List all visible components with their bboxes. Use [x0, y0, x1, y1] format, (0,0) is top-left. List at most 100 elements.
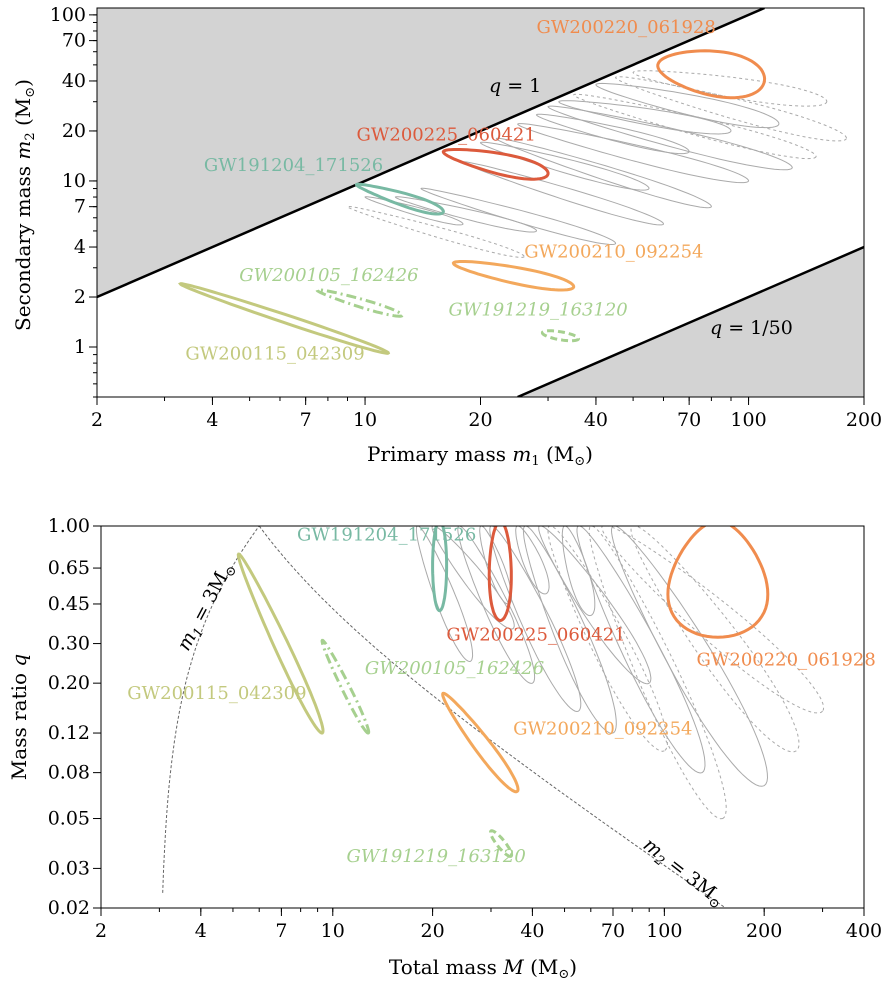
q-equals-1-50-label: q = 1/50	[710, 317, 793, 339]
y-tick-label: 0.65	[48, 557, 90, 579]
bottom-plot-area	[162, 526, 825, 908]
other-event-contour	[517, 123, 750, 184]
other-event-contour	[588, 526, 727, 820]
other-event-contour	[561, 526, 596, 617]
contour-gw200115_042309	[178, 282, 391, 355]
x-tick-label: 40	[520, 920, 544, 942]
contour-gw200225_060421	[441, 148, 550, 181]
contour-gw200115_042309	[236, 552, 325, 735]
bottom-x-axis-label: Total mass M (M⊙)	[389, 955, 577, 982]
y-tick-label: 7	[74, 196, 86, 218]
q-equals-1-line	[97, 8, 765, 299]
y-tick-label: 100	[50, 4, 86, 26]
contour-gw200225_060421	[487, 526, 513, 623]
x-tick-label: 200	[746, 920, 782, 942]
top-event-labels: GW200220_061928 GW200225_060421 GW191204_1…	[185, 17, 715, 365]
x-tick-label: 400	[846, 920, 882, 942]
y-tick-label: 20	[62, 120, 86, 142]
x-tick-label: 10	[321, 920, 345, 942]
other-event-contour	[595, 82, 780, 129]
label-gw191219_163120: GW191219_163120	[346, 846, 525, 867]
y-tick-label: 0.05	[48, 808, 90, 830]
x-tick-label: 200	[846, 409, 882, 431]
top-panel: 2 4 7 10 20 40 70 100 200 1 2 4 7 10 20 40 70 100 GW20022…	[11, 4, 882, 469]
label-gw200225_060421: GW200225_060421	[446, 624, 625, 645]
other-event-contour	[495, 137, 712, 209]
other-event-contour	[538, 526, 652, 685]
y-tick-label: 0.12	[48, 722, 90, 744]
y-tick-label: 10	[62, 170, 86, 192]
label-gw200210_092254: GW200210_092254	[513, 719, 692, 740]
y-tick-label: 70	[62, 30, 86, 52]
other-event-contour	[457, 526, 536, 684]
y-tick-label: 0.45	[48, 593, 90, 615]
other-event-contour	[479, 526, 512, 605]
other-event-contour	[431, 526, 515, 630]
top-ticks: 2 4 7 10 20 40 70 100 200 1 2 4 7 10 20 40 70 100	[50, 4, 882, 431]
contour-gw200210_092254	[441, 691, 520, 794]
contour-gw200220_061928	[656, 49, 767, 100]
label-gw200225_060421: GW200225_060421	[357, 125, 536, 146]
label-gw191219_163120: GW191219_163120	[448, 299, 627, 320]
y-tick-label: 40	[62, 70, 86, 92]
y-tick-label: 0.20	[48, 672, 90, 694]
y-tick-label: 0.08	[48, 762, 90, 784]
other-event-contour	[394, 196, 538, 233]
other-event-contour	[632, 70, 828, 107]
contour-gw191204_171526	[354, 182, 445, 216]
q-equals-1-50-line	[517, 245, 864, 397]
label-gw191204_171526: GW191204_171526	[204, 155, 383, 176]
top-y-axis-label: Secondary mass m2 (M⊙)	[11, 79, 38, 331]
x-tick-label: 10	[353, 409, 377, 431]
bottom-panel: 2 4 7 10 20 40 70 100 200 400 0.02 0.03 0.05 0.08 0.12…	[7, 515, 882, 982]
label-gw191204_171526: GW191204_171526	[297, 525, 476, 546]
x-tick-label: 2	[91, 409, 103, 431]
x-tick-label: 70	[601, 920, 625, 942]
other-event-contour	[630, 526, 800, 753]
m1-equals-3msun-label: m1 = 3M⊙	[173, 559, 241, 656]
other-event-contour	[573, 93, 817, 160]
other-event-contour	[547, 526, 668, 752]
other-event-contour	[576, 526, 706, 774]
label-gw200220_061928: GW200220_061928	[696, 649, 875, 670]
m2-equals-3msun-label: m2 = 3M⊙	[637, 834, 729, 913]
other-event-contour	[610, 526, 769, 787]
y-tick-label: 1.00	[48, 515, 90, 537]
y-tick-label: 0.30	[48, 633, 90, 655]
other-event-contour	[515, 526, 550, 595]
other-event-contour	[479, 141, 650, 191]
other-event-contour	[615, 76, 848, 142]
other-event-contour	[415, 526, 474, 663]
x-tick-label: 4	[195, 920, 207, 942]
x-tick-label: 100	[730, 409, 766, 431]
label-gw200105_162426: GW200105_162426	[365, 658, 544, 679]
x-tick-label: 7	[275, 920, 287, 942]
contour-gw191219_163120	[540, 329, 580, 343]
x-tick-label: 40	[584, 409, 608, 431]
y-tick-label: 4	[74, 236, 86, 258]
top-plot-area	[97, 8, 864, 397]
top-x-axis-label: Primary mass m1 (M⊙)	[367, 442, 593, 469]
bottom-axes-frame	[100, 525, 865, 909]
other-event-contour	[535, 113, 690, 155]
q-equals-1-label: q = 1	[489, 75, 541, 97]
other-event-contour	[558, 100, 732, 135]
m2-equals-3msun-curve	[258, 526, 725, 908]
other-event-contour	[601, 526, 825, 714]
other-event-contour	[420, 187, 617, 246]
x-tick-label: 2	[95, 920, 107, 942]
contour-gw191219_163120	[489, 829, 514, 858]
bottom-y-axis-label: Mass ratio q	[7, 654, 31, 780]
x-tick-label: 70	[677, 409, 701, 431]
x-tick-label: 100	[646, 920, 682, 942]
y-tick-label: 0.02	[48, 897, 90, 919]
contour-gw200105_162426	[315, 288, 404, 318]
contour-gw200210_092254	[451, 260, 576, 292]
label-gw200115_042309: GW200115_042309	[185, 344, 364, 365]
x-tick-label: 20	[420, 920, 444, 942]
label-gw200220_061928: GW200220_061928	[537, 17, 716, 38]
contour-gw200105_162426	[320, 638, 371, 735]
y-tick-label: 2	[74, 286, 86, 308]
y-tick-label: 0.03	[48, 857, 90, 879]
